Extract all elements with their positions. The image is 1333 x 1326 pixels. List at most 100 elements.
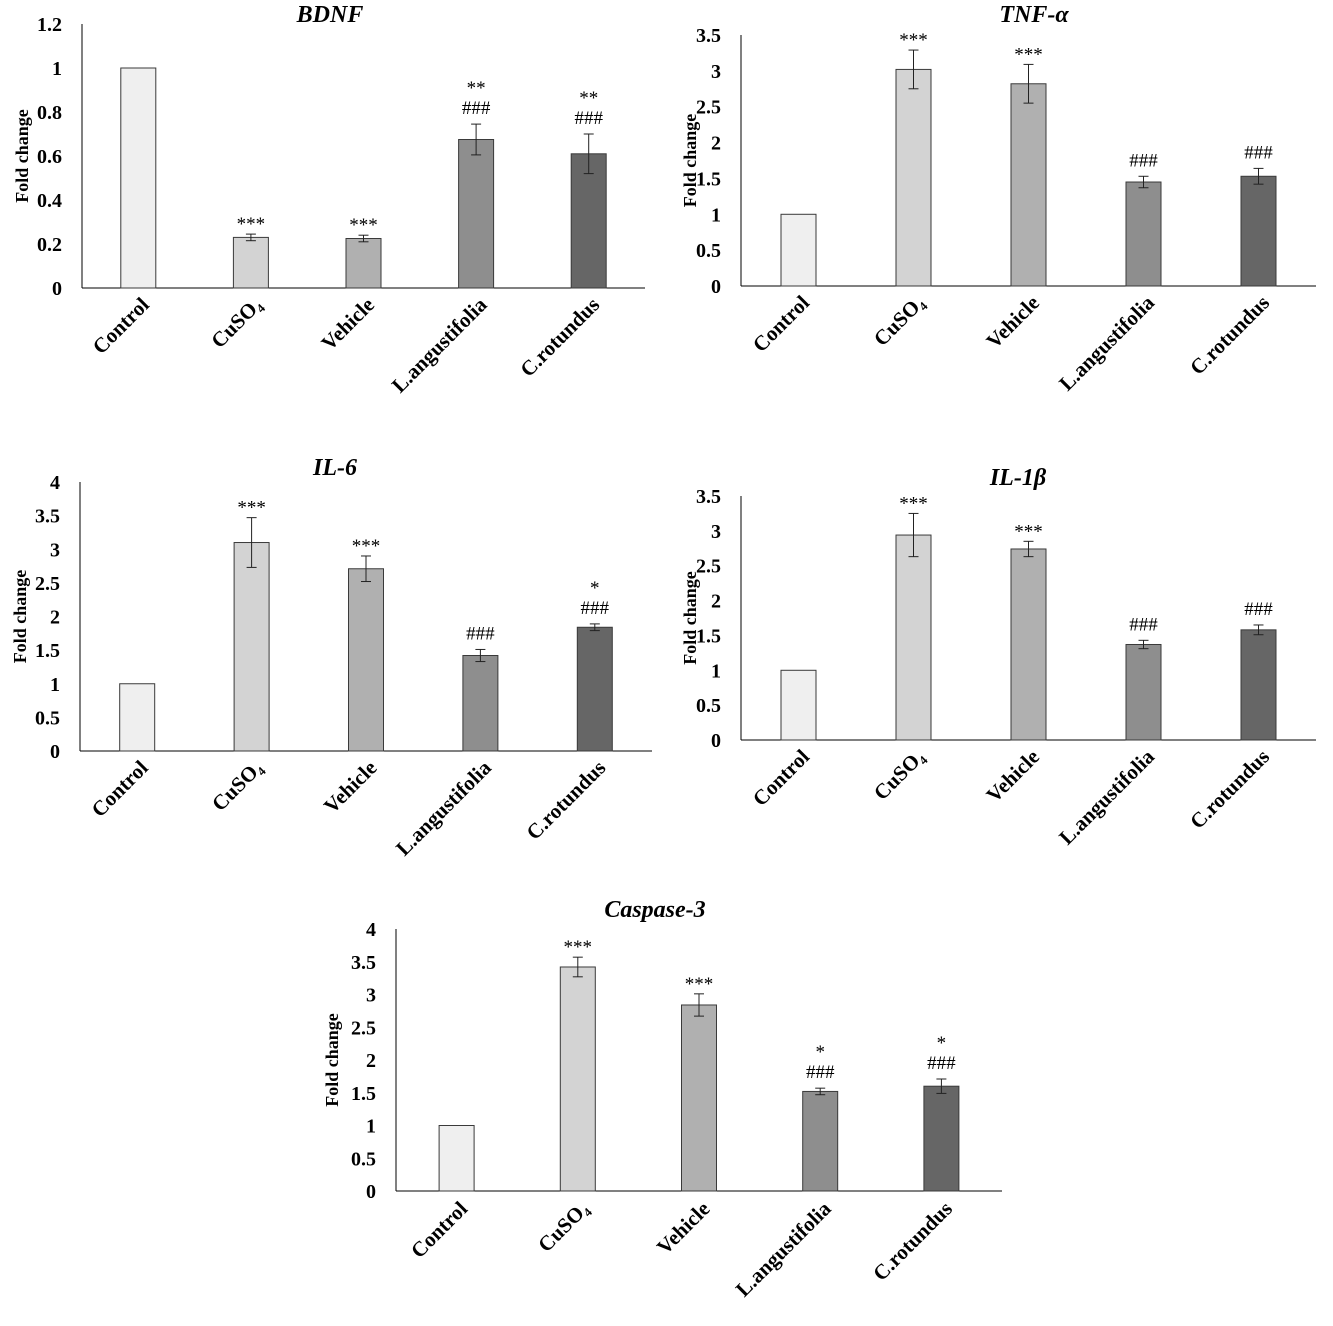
significance-hash: ### <box>1129 614 1158 635</box>
significance-hash: ### <box>1244 599 1273 620</box>
y-axis-label: Fold change <box>322 1013 342 1107</box>
bar <box>895 534 932 741</box>
y-tick-label: 3.5 <box>35 506 60 528</box>
significance-star: ** <box>579 88 598 109</box>
category-label: CuSO₄ <box>533 1196 594 1257</box>
bar <box>1010 83 1047 287</box>
significance-hash: ### <box>1244 142 1273 163</box>
significance-hash: ### <box>1129 150 1158 171</box>
significance-hash: ### <box>581 598 610 619</box>
bar <box>119 683 156 752</box>
category-label: Control <box>406 1196 472 1262</box>
y-tick-label: 2 <box>366 1050 376 1072</box>
category-label: Control <box>87 755 153 821</box>
y-tick-label: 3 <box>711 61 721 83</box>
bar <box>681 1004 717 1192</box>
chart-title: IL-1β <box>989 465 1047 491</box>
chart-il-1-beta: IL-1β Fold change 0 0.5 1 1.5 2 2.5 3 3.5 Control *… <box>668 455 1328 885</box>
y-tick-label: 2.5 <box>35 573 60 595</box>
y-tick-label: 1.2 <box>37 14 62 36</box>
chart-title: IL-6 <box>312 455 357 481</box>
significance-star: *** <box>1014 521 1043 542</box>
category-label: Vehicle <box>981 291 1044 354</box>
bar <box>1240 175 1277 287</box>
significance-star: *** <box>899 30 928 51</box>
y-tick-label: 0.5 <box>35 707 60 729</box>
y-tick-label: 0.4 <box>37 190 62 212</box>
y-tick-label: 0.2 <box>37 234 62 256</box>
y-tick-label: 0 <box>711 276 721 298</box>
y-tick-label: 3.5 <box>696 486 721 508</box>
bar <box>1125 181 1162 287</box>
category-label: CuSO₄ <box>869 290 930 351</box>
chart-tnf-alpha-svg: TNF-α Fold change 0 0.5 1 1.5 2 2.5 3 3.5 Control *… <box>680 2 1316 395</box>
y-tick-label: 0.6 <box>37 146 62 168</box>
bar <box>570 153 607 289</box>
chart-bdnf-svg: BDNF Fold change 0 0.2 0.4 0.6 0.8 1 1.2 Control *… <box>12 2 645 397</box>
bar <box>1240 629 1277 741</box>
significance-hash: ### <box>462 98 491 119</box>
chart-il-6-svg: IL-6 Fold change 0 0.5 1 1.5 2 2.5 3 3.5 4 Control *… <box>10 455 652 860</box>
significance-star: *** <box>237 214 266 235</box>
significance-hash: ### <box>806 1062 835 1083</box>
category-label: C.rotundus <box>515 293 604 382</box>
bar <box>348 568 384 752</box>
category-label: Vehicle <box>652 1197 715 1260</box>
category-label: Control <box>748 744 814 810</box>
bar <box>1125 643 1162 741</box>
y-tick-label: 2 <box>711 591 721 613</box>
bar <box>576 626 613 752</box>
chart-bdnf: BDNF Fold change 0 0.2 0.4 0.6 0.8 1 1.2 Control *… <box>0 0 660 430</box>
category-label: C.rotundus <box>868 1197 957 1286</box>
y-tick-label: 3 <box>50 539 60 561</box>
category-label: CuSO₄ <box>207 755 268 816</box>
y-tick-label: 3 <box>366 985 376 1007</box>
significance-hash: ### <box>466 623 495 644</box>
bar <box>438 1125 475 1192</box>
y-tick-label: 4 <box>366 919 376 941</box>
category-label: C.rotundus <box>1185 291 1274 380</box>
significance-hash: ### <box>574 108 603 129</box>
y-tick-label: 1 <box>711 660 721 682</box>
bar <box>923 1085 960 1192</box>
y-tick-label: 1 <box>50 674 60 696</box>
significance-star: *** <box>237 498 266 519</box>
significance-star: *** <box>349 215 378 236</box>
significance-star: ** <box>467 78 486 99</box>
y-tick-label: 1.5 <box>351 1083 376 1105</box>
category-label: L.angustifolia <box>391 755 496 860</box>
y-tick-label: 0.5 <box>696 240 721 262</box>
y-axis-label: Fold change <box>10 570 30 664</box>
category-label: Vehicle <box>316 293 379 356</box>
significance-star: * <box>937 1033 947 1054</box>
significance-star: *** <box>352 536 381 557</box>
category-label: Vehicle <box>981 745 1044 808</box>
y-tick-label: 1 <box>711 204 721 226</box>
category-label: Vehicle <box>319 756 382 819</box>
y-tick-label: 0.5 <box>351 1148 376 1170</box>
y-tick-label: 2.5 <box>696 556 721 578</box>
category-label: C.rotundus <box>521 756 610 845</box>
y-tick-label: 0.8 <box>37 102 62 124</box>
bar <box>559 966 596 1192</box>
bar <box>462 655 499 752</box>
category-label: L.angustifolia <box>387 292 492 397</box>
category-label: CuSO₄ <box>869 744 930 805</box>
bar <box>345 238 382 289</box>
category-label: L.angustifolia <box>1054 290 1159 395</box>
significance-star: *** <box>1014 44 1043 65</box>
category-label: L.angustifolia <box>731 1196 836 1301</box>
y-tick-label: 0 <box>52 278 62 300</box>
significance-star: *** <box>564 937 593 958</box>
y-axis-label: Fold change <box>680 571 700 665</box>
significance-star: * <box>815 1042 825 1063</box>
significance-star: *** <box>899 493 928 514</box>
chart-title: TNF-α <box>999 2 1069 28</box>
y-tick-label: 2.5 <box>351 1017 376 1039</box>
y-tick-label: 1 <box>366 1116 376 1138</box>
y-tick-label: 2.5 <box>696 97 721 119</box>
chart-il-1-beta-svg: IL-1β Fold change 0 0.5 1 1.5 2 2.5 3 3.5 Control *… <box>680 465 1316 849</box>
category-label: Control <box>748 290 814 356</box>
category-label: L.angustifolia <box>1054 744 1159 849</box>
y-tick-label: 0 <box>366 1181 376 1203</box>
